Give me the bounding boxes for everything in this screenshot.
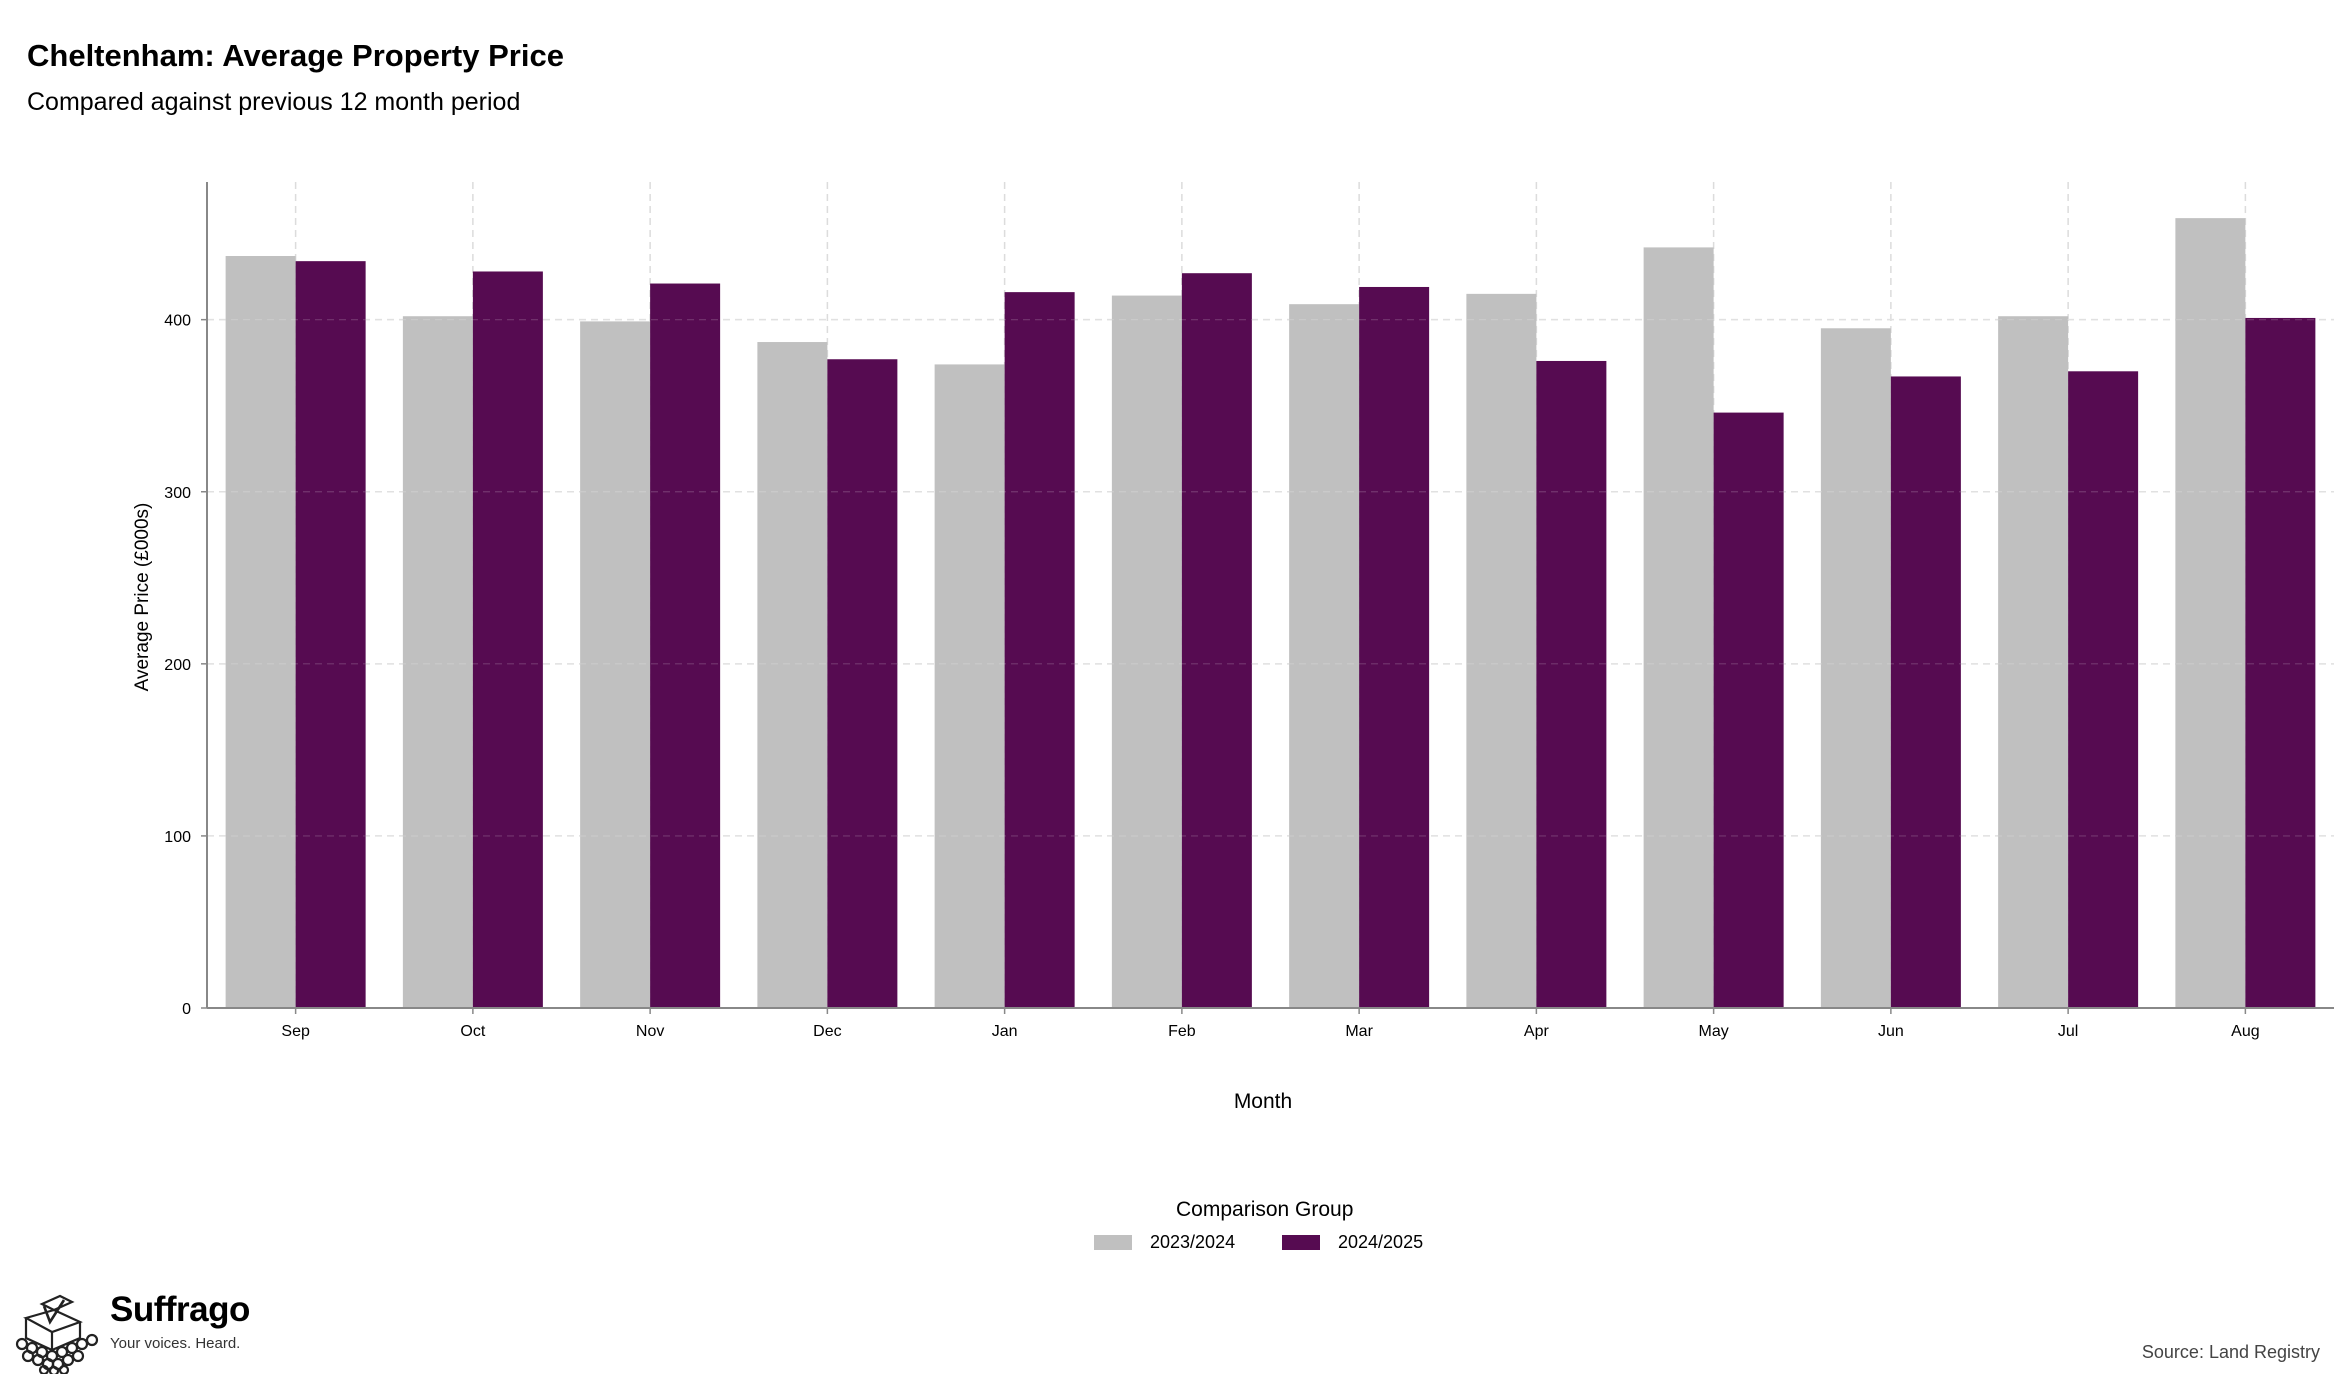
bar-2024-2025-jun xyxy=(1890,376,1961,1008)
y-tick-label: 0 xyxy=(182,1001,191,1018)
bars-layer xyxy=(207,218,2334,1009)
bar-2023-2024-oct xyxy=(402,316,473,1009)
bar-2023-2024-may xyxy=(1643,247,1714,1008)
legend-swatch-2024-2025 xyxy=(1282,1235,1320,1250)
x-axis-label: Month xyxy=(1234,1090,1292,1113)
bar-2023-2024-jul xyxy=(1998,316,2069,1009)
bar-2023-2024-mar xyxy=(1289,304,1360,1008)
suffrago-logo: Suffrago Your voices. Heard. xyxy=(14,1290,250,1374)
bar-2024-2025-sep xyxy=(295,261,366,1008)
bar-2024-2025-aug xyxy=(2245,317,2316,1009)
bar-2023-2024-apr xyxy=(1466,293,1537,1009)
bar-chart: 0 100 200 300 400 Sep Oct Nov Dec Jan Feb Mar Apr May… xyxy=(132,182,2334,1113)
bar-2023-2024-jan xyxy=(934,364,1005,1008)
bar-2023-2024-feb xyxy=(1111,295,1182,1008)
legend-title: Comparison Group xyxy=(1176,1198,1354,1221)
legend-item-2024-2025: 2024/2025 xyxy=(1282,1232,1423,1253)
x-tick-label: Aug xyxy=(2231,1023,2259,1040)
chart-subtitle: Compared against previous 12 month perio… xyxy=(27,88,521,116)
x-tick-label: Apr xyxy=(1524,1023,1550,1040)
x-tick-label: Mar xyxy=(1345,1023,1373,1040)
x-tick-label: May xyxy=(1699,1023,1729,1040)
legend-label-2023-2024: 2023/2024 xyxy=(1150,1232,1236,1252)
bar-2024-2025-oct xyxy=(472,271,543,1008)
chart-title: Cheltenham: Average Property Price xyxy=(27,38,564,73)
y-tick-label: 200 xyxy=(164,657,191,674)
bar-2024-2025-feb xyxy=(1181,273,1252,1008)
y-tick-label: 400 xyxy=(164,313,191,330)
bar-2024-2025-jan xyxy=(1004,292,1075,1009)
x-tick-label: Jul xyxy=(2058,1023,2078,1040)
y-axis-label: Average Price (£000s) xyxy=(132,503,153,692)
bar-2023-2024-aug xyxy=(2175,218,2246,1008)
brand-tagline: Your voices. Heard. xyxy=(110,1334,241,1352)
bar-2024-2025-jul xyxy=(2068,371,2139,1009)
x-tick-label: Nov xyxy=(636,1023,664,1040)
x-tick-label: Sep xyxy=(281,1023,310,1040)
bar-2023-2024-jun xyxy=(1820,328,1891,1008)
bar-2023-2024-nov xyxy=(580,321,651,1008)
legend-label-2024-2025: 2024/2025 xyxy=(1338,1232,1424,1252)
legend-swatch-2023-2024 xyxy=(1094,1235,1132,1250)
x-tick-label: Dec xyxy=(813,1023,841,1040)
bar-2023-2024-dec xyxy=(757,342,828,1009)
bar-2024-2025-nov xyxy=(650,283,721,1008)
legend-item-2023-2024: 2023/2024 xyxy=(1094,1232,1235,1253)
brand-name: Suffrago xyxy=(110,1290,250,1329)
x-tick-label: Jan xyxy=(992,1023,1018,1040)
bar-2023-2024-sep xyxy=(225,255,296,1008)
bar-2024-2025-dec xyxy=(827,359,898,1008)
x-tick-label: Oct xyxy=(460,1023,485,1040)
x-tick-label: Jun xyxy=(1878,1023,1904,1040)
y-tick-label: 300 xyxy=(164,485,191,502)
bar-2024-2025-apr xyxy=(1536,360,1607,1008)
y-tick-label: 100 xyxy=(164,829,191,846)
source-note: Source: Land Registry xyxy=(2141,1342,2320,1362)
ballot-box-icon xyxy=(15,1294,99,1374)
x-tick-label: Feb xyxy=(1168,1023,1196,1040)
axes-layer: 0 100 200 300 400 Sep Oct Nov Dec Jan Feb Mar Apr May… xyxy=(164,182,2334,1040)
bar-2024-2025-mar xyxy=(1359,286,1430,1008)
bar-2024-2025-may xyxy=(1713,412,1784,1008)
